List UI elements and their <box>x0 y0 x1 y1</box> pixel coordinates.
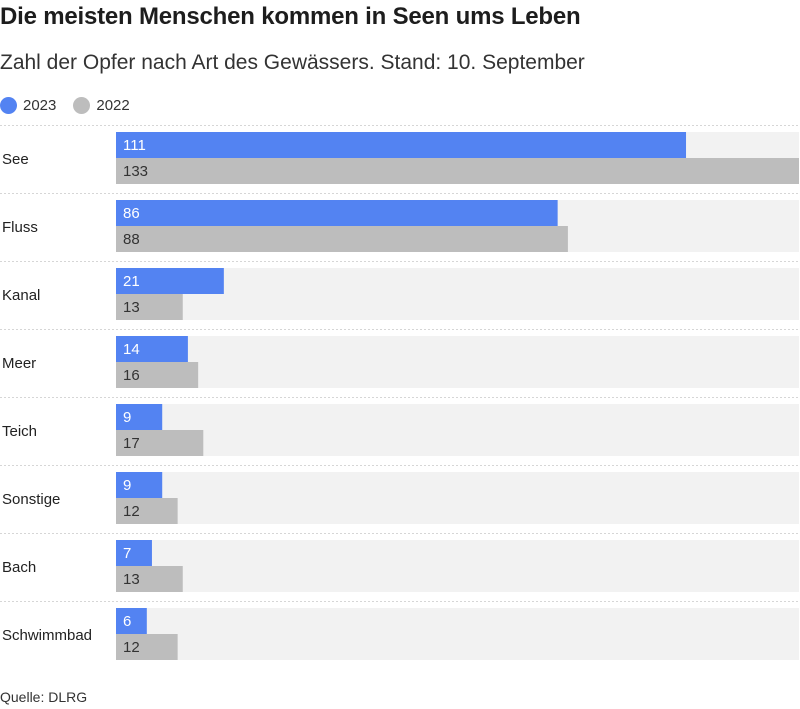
data-label-2022: 12 <box>123 639 140 656</box>
chart-subtitle: Zahl der Opfer nach Art des Gewässers. S… <box>0 51 585 74</box>
bar-track <box>116 540 799 592</box>
bar-2022-kanal <box>116 294 183 320</box>
data-label-2022: 88 <box>123 231 140 248</box>
data-label-2023: 7 <box>123 545 131 562</box>
chart-title: Die meisten Menschen kommen in Seen ums … <box>0 3 581 30</box>
data-label-2023: 6 <box>123 613 131 630</box>
bar-2023-bach <box>116 540 152 566</box>
category-label: Meer <box>2 355 36 372</box>
bar-chart: See 111 133 Fluss 86 88 Kanal 21 13 Meer 14 16 Teich… <box>0 125 800 660</box>
category-label: See <box>2 151 29 168</box>
data-label-2022: 16 <box>123 367 140 384</box>
legend-swatch-2022 <box>73 96 91 114</box>
category-label: Bach <box>2 559 36 576</box>
bar-2022-teich <box>116 430 204 456</box>
bar-2022-schwimmbad <box>116 634 178 660</box>
bar-2022-see <box>116 158 799 184</box>
data-label-2022: 133 <box>123 163 148 180</box>
bar-2022-meer <box>116 362 199 388</box>
legend-item-2022: 2022 <box>73 96 130 114</box>
legend-label-2023: 2023 <box>23 96 57 114</box>
data-label-2023: 111 <box>123 137 146 154</box>
bar-track <box>116 608 799 660</box>
bar-2022-fluss <box>116 226 568 252</box>
bar-track <box>116 268 799 320</box>
bar-2023-teich <box>116 404 163 430</box>
category-label: Fluss <box>2 219 38 236</box>
source-note: Quelle: DLRG <box>0 689 88 705</box>
bar-2022-bach <box>116 566 183 592</box>
data-label-2023: 9 <box>123 409 131 426</box>
bar-track <box>116 472 799 524</box>
data-label-2023: 14 <box>123 341 140 358</box>
data-label-2022: 12 <box>123 503 140 520</box>
bar-2023-kanal <box>116 268 224 294</box>
legend-item-2023: 2023 <box>0 96 57 114</box>
legend: 2023 2022 <box>0 95 147 115</box>
legend-label-2022: 2022 <box>96 96 130 114</box>
bar-track <box>116 404 799 456</box>
category-label: Schwimmbad <box>2 627 92 644</box>
bar-2023-fluss <box>116 200 558 226</box>
data-label-2022: 13 <box>123 299 140 316</box>
legend-swatch-2023 <box>0 96 17 114</box>
data-label-2023: 86 <box>123 205 140 222</box>
bar-track <box>116 336 799 388</box>
category-label: Sonstige <box>2 491 60 508</box>
data-label-2023: 21 <box>123 273 140 290</box>
bar-2023-schwimmbad <box>116 608 147 634</box>
data-label-2022: 13 <box>123 571 140 588</box>
bar-2023-see <box>116 132 687 158</box>
data-label-2023: 9 <box>123 477 131 494</box>
bar-2022-sonstige <box>116 498 178 524</box>
bar-2023-meer <box>116 336 188 362</box>
category-label: Teich <box>2 423 37 440</box>
data-label-2022: 17 <box>123 435 140 452</box>
category-label: Kanal <box>2 287 40 304</box>
bar-2023-sonstige <box>116 472 163 498</box>
